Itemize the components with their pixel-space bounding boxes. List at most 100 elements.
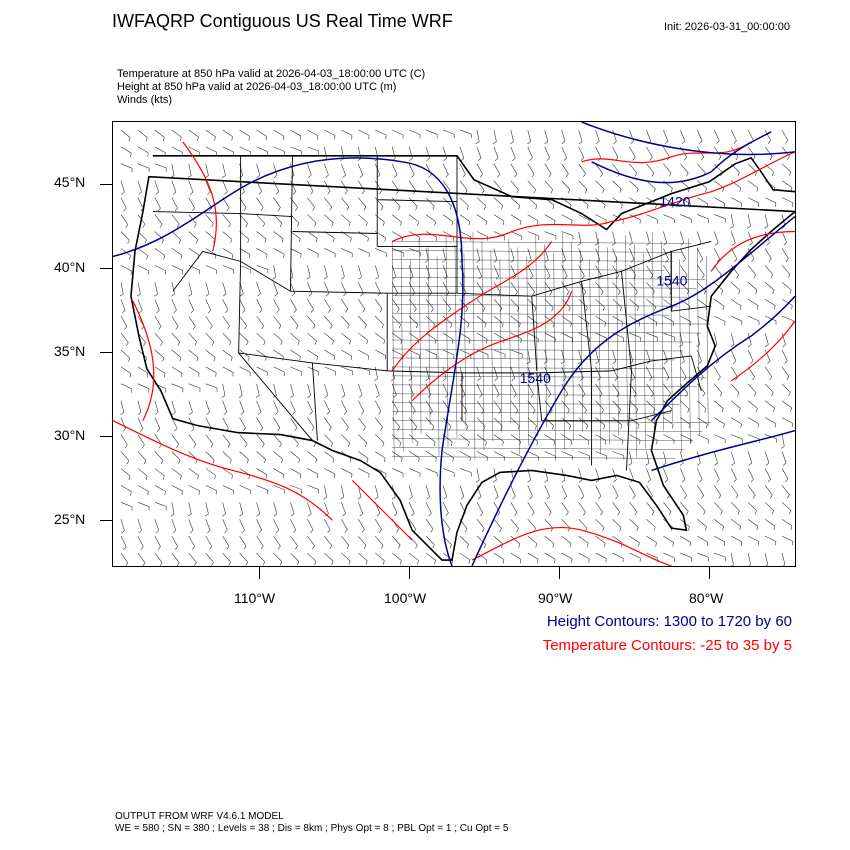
county-line — [607, 247, 610, 445]
wind-barb-flag — [293, 529, 297, 534]
wind-barb — [561, 231, 574, 236]
wind-barb — [714, 518, 724, 527]
wind-barb — [154, 315, 162, 327]
wind-barb-flag — [189, 530, 194, 534]
wind-barb — [273, 451, 283, 460]
wind-barb-flag — [485, 559, 488, 564]
wind-barb — [493, 265, 500, 277]
wind-barb-flag — [312, 545, 315, 550]
county-line — [392, 312, 670, 316]
lat-tick — [100, 184, 112, 185]
wind-barb — [256, 197, 264, 208]
wind-barb-flag — [739, 526, 742, 531]
wind-barb — [408, 197, 418, 207]
wind-barb — [205, 552, 214, 563]
wind-barb — [493, 451, 505, 458]
wind-barb-flag — [432, 206, 435, 211]
wind-barb — [747, 451, 753, 463]
wind-barb-flag — [154, 293, 158, 297]
wind-barb — [527, 265, 534, 277]
wind-barb — [154, 535, 161, 547]
wind-barb — [697, 535, 708, 543]
wind-barb — [629, 434, 641, 441]
wind-barb-flag — [448, 426, 452, 431]
wind-barb — [510, 383, 517, 395]
wind-barb-flag — [513, 394, 517, 398]
wind-barb-flag — [171, 293, 175, 297]
us-outline — [130, 155, 795, 561]
wind-barb-flag — [531, 512, 535, 516]
wind-barb-flag — [325, 174, 329, 178]
wind-barb — [646, 214, 658, 220]
wind-barb — [154, 332, 163, 343]
wind-barb — [425, 383, 432, 395]
winds-subtitle: Winds (kts) — [117, 94, 172, 106]
wind-barb — [544, 434, 555, 442]
wind-barb — [781, 468, 789, 480]
wind-barb-flag — [518, 205, 521, 210]
wind-barb — [612, 383, 620, 394]
wind-barb-flag — [445, 174, 449, 178]
wind-barb — [629, 163, 638, 174]
wind-barb — [188, 180, 194, 192]
lat-label-35: 35°N — [54, 343, 86, 359]
wind-barb-flag — [363, 427, 366, 431]
wind-barb — [307, 214, 317, 224]
wind-barb — [273, 502, 278, 514]
wind-barb-flag — [477, 378, 481, 382]
wind-barb — [171, 552, 180, 563]
wind-barb-flag — [720, 510, 723, 515]
wind-barb-flag — [526, 361, 531, 365]
wind-barb-flag — [189, 191, 194, 195]
wind-barb-flag — [398, 206, 401, 211]
wind-barb-flag — [162, 475, 165, 480]
wind-barb-flag — [722, 188, 724, 192]
wind-barb — [358, 417, 366, 428]
wind-barb-flag — [143, 460, 147, 465]
wind-barb — [781, 163, 792, 173]
county-line — [418, 238, 422, 434]
wind-barb-flag — [145, 137, 148, 142]
wind-barb-flag — [312, 207, 315, 211]
wind-barb-flag — [211, 562, 214, 566]
wind-barb — [307, 248, 319, 254]
wind-barb-flag — [123, 546, 127, 550]
wind-barb-flag — [781, 225, 786, 229]
wind-barb — [171, 383, 184, 389]
wind-barb-flag — [666, 495, 670, 499]
wind-barb-flag — [516, 307, 520, 312]
wind-barb-flag — [605, 440, 607, 445]
wind-barb-flag — [323, 496, 327, 500]
county-line — [392, 259, 674, 262]
wind-barb — [697, 400, 707, 409]
county-line — [400, 250, 404, 452]
wind-barb — [459, 180, 468, 191]
wind-barb-flag — [494, 496, 499, 500]
wind-barb-flag — [145, 475, 148, 480]
wind-barb-flag — [492, 141, 497, 145]
wind-barb-flag — [566, 291, 570, 296]
wind-barb — [205, 434, 214, 445]
wind-barb — [256, 366, 268, 373]
wind-barb — [324, 400, 330, 412]
wind-barb — [747, 502, 757, 511]
wind-barb — [205, 332, 215, 343]
wind-barb-flag — [699, 258, 703, 263]
wind-barb — [680, 197, 691, 205]
wind-barb-flag — [161, 239, 164, 244]
wind-barb — [663, 197, 674, 205]
wind-barb — [188, 231, 198, 240]
wind-barb-flag — [361, 529, 365, 533]
wind-barb-flag — [279, 561, 283, 566]
wind-barb-flag — [193, 444, 197, 448]
wind-barb — [120, 485, 132, 492]
wind-barb-flag — [364, 324, 367, 329]
wind-barb — [561, 282, 570, 293]
wind-barb — [561, 180, 571, 190]
wind-barb-flag — [452, 457, 454, 462]
county-line — [454, 244, 458, 438]
county-line — [392, 420, 712, 423]
wind-barb-flag — [647, 479, 651, 483]
wind-barb-flag — [163, 255, 165, 260]
wind-barb — [222, 282, 227, 294]
